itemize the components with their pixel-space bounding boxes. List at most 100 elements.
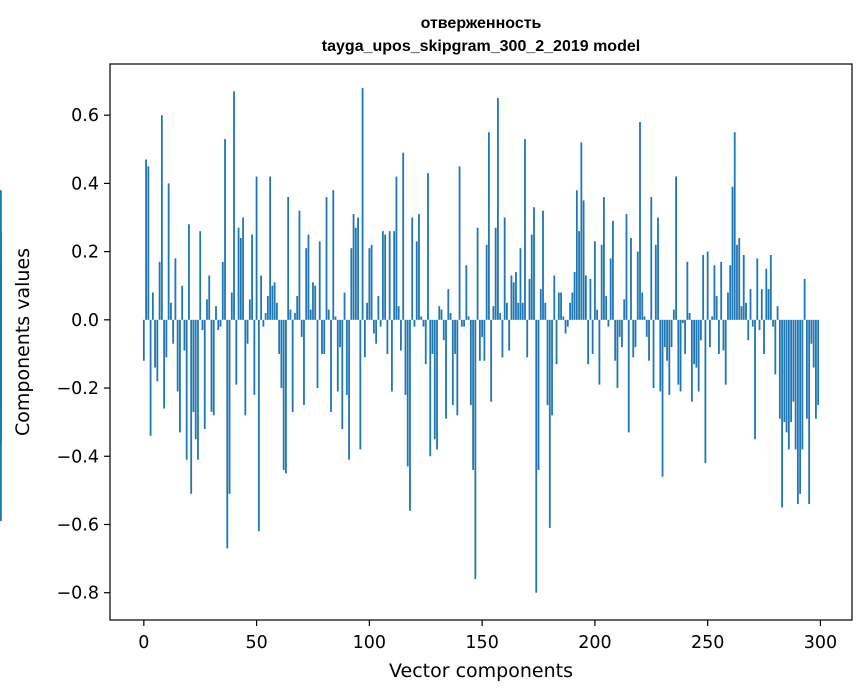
- bar-34: [219, 319, 222, 327]
- bar-80: [323, 319, 326, 354]
- bar-46: [246, 319, 249, 344]
- bar-252: [711, 316, 714, 320]
- bar-138: [454, 319, 456, 354]
- bar-288: [792, 319, 795, 402]
- bar-239: [681, 319, 684, 324]
- bar-156: [494, 227, 497, 320]
- bar-157: [497, 98, 499, 320]
- bar-262: [733, 132, 736, 320]
- bar-85: [334, 316, 337, 320]
- bar-180: [548, 319, 551, 528]
- bar-172: [530, 234, 533, 320]
- x-tick-label: 250: [691, 633, 724, 653]
- bar-124: [422, 319, 425, 327]
- x-tick-label: 300: [804, 633, 837, 653]
- bar-65: [289, 309, 292, 320]
- bar-154: [490, 319, 493, 402]
- bar-107: [384, 234, 387, 320]
- bar-269: [749, 289, 752, 320]
- bar-52: [260, 275, 262, 320]
- bar-223: [645, 319, 648, 337]
- bar-134: [445, 319, 447, 419]
- bar-75: [312, 282, 314, 320]
- y-axis-label: Components values: [12, 248, 34, 436]
- y-tick-label: 0.0: [71, 311, 99, 331]
- y-tick-label: 0.2: [71, 243, 99, 263]
- bar-115: [402, 152, 405, 320]
- bar-168: [521, 302, 524, 320]
- bar-192: [575, 190, 578, 320]
- bar-221: [641, 292, 644, 320]
- bar-285: [785, 319, 788, 433]
- bar-86: [336, 319, 339, 392]
- bar-11: [167, 183, 170, 320]
- bar-227: [654, 244, 657, 320]
- bar-131: [438, 306, 441, 320]
- bar-43: [239, 237, 242, 320]
- bar-255: [718, 319, 720, 354]
- bar-209: [614, 319, 617, 361]
- bar-25: [199, 231, 202, 320]
- bar-40: [233, 91, 235, 320]
- bar-68: [296, 295, 299, 320]
- y-tick-label: 0.6: [71, 106, 99, 126]
- bar-169: [524, 139, 526, 320]
- bar-41: [235, 319, 238, 385]
- bar-243: [690, 319, 693, 402]
- bar-250: [706, 251, 709, 320]
- bar-20: [188, 224, 190, 320]
- y-tick-label: −0.4: [57, 447, 100, 467]
- bar-151: [483, 319, 486, 361]
- bar-10: [165, 319, 168, 358]
- bar-118: [409, 319, 411, 511]
- bar-70: [300, 319, 303, 337]
- bar-18: [183, 319, 186, 351]
- bar-24: [197, 319, 199, 460]
- bar-153: [487, 132, 490, 320]
- bar-33: [217, 319, 220, 331]
- bar-67: [294, 313, 296, 320]
- bar-287: [790, 319, 792, 423]
- bar-130: [436, 319, 438, 450]
- bar-202: [598, 319, 601, 385]
- bar-57: [271, 285, 274, 320]
- bar-79: [321, 319, 323, 354]
- bar-244: [693, 319, 696, 365]
- bar-278: [769, 255, 772, 320]
- bar-265: [740, 306, 743, 320]
- bar-92: [350, 248, 353, 320]
- bar-218: [634, 319, 637, 348]
- bar-71: [303, 319, 305, 406]
- bar-268: [747, 319, 750, 341]
- bar-35: [221, 261, 224, 320]
- bar-253: [713, 265, 716, 320]
- bar-206: [607, 319, 610, 327]
- bar-45: [244, 319, 247, 416]
- bar-111: [393, 231, 396, 320]
- bar-190: [571, 292, 574, 320]
- bar-224: [648, 319, 650, 361]
- bar-150: [481, 319, 484, 337]
- bar-185: [560, 292, 562, 320]
- bar-58: [273, 282, 276, 320]
- bar-295: [808, 319, 811, 505]
- bar-77: [316, 319, 319, 389]
- bar-54: [264, 313, 267, 320]
- y-tick-label: −0.6: [57, 515, 100, 535]
- x-axis-label: Vector components: [389, 660, 573, 682]
- bar-51: [257, 319, 260, 532]
- bar-267: [745, 302, 747, 320]
- bar-102: [372, 319, 375, 334]
- bar-176: [539, 289, 542, 320]
- bar-29: [208, 275, 211, 320]
- bar-231: [663, 319, 666, 348]
- bar-133: [442, 319, 445, 341]
- bar-213: [623, 299, 626, 320]
- bar-196: [584, 275, 587, 320]
- bar-121: [415, 241, 418, 320]
- bar-164: [512, 282, 515, 320]
- bar-72: [305, 248, 308, 320]
- bar-282: [778, 319, 781, 419]
- bar-271: [754, 319, 756, 440]
